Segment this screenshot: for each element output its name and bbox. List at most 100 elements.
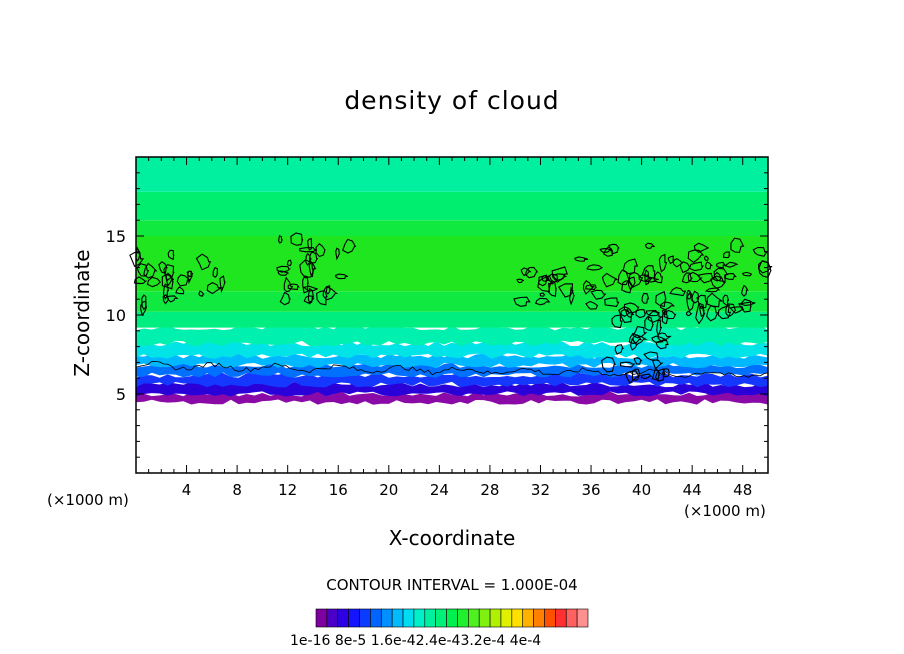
cloud-contour [725, 303, 737, 318]
cloud-contour [655, 290, 667, 308]
cloud-contour [640, 373, 653, 380]
colorbar-swatch [500, 608, 513, 628]
colorbar-swatch [511, 608, 524, 628]
cloud-contour [729, 306, 745, 314]
cloud-contour [724, 273, 737, 280]
y-tick-label: 15 [106, 227, 126, 246]
cloud-contour [643, 351, 659, 361]
x-tick-label: 48 [733, 481, 752, 499]
x-tick-label: 28 [480, 481, 499, 499]
colorbar [315, 608, 589, 628]
cloud-contour [703, 255, 709, 262]
cloud-contour [600, 356, 617, 373]
cloud-contour [647, 310, 664, 324]
x-tick-label: 32 [531, 481, 550, 499]
cloud-contour [691, 290, 700, 304]
cloud-contour [723, 261, 738, 268]
cloud-contour [654, 368, 666, 382]
cloud-contour [695, 302, 706, 325]
cloud-contour [641, 292, 650, 304]
cloud-contour [624, 370, 640, 384]
x-tick-label: 24 [430, 481, 449, 499]
cloud-contour [618, 305, 635, 323]
cloud-contour [631, 368, 641, 381]
cloud-contour [621, 280, 633, 294]
cloud-contour [176, 274, 191, 287]
cloud-contour [162, 283, 170, 300]
colorbar-swatch [576, 608, 589, 628]
cloud-contour [667, 255, 677, 265]
colorbar-swatch [326, 608, 339, 628]
contour-fill-layer [136, 157, 768, 473]
colorbar-swatch [457, 608, 469, 628]
cloud-contour [276, 265, 292, 273]
cloud-contour [212, 267, 219, 278]
colorbar-swatch [348, 608, 360, 628]
x-axis-label: X-coordinate [388, 526, 516, 550]
cloud-contour [175, 286, 185, 295]
cloud-contour [716, 261, 726, 269]
cloud-contour [713, 267, 729, 283]
cloud-contour [614, 344, 624, 355]
cloud-contour [706, 292, 724, 308]
colorbar-swatch [435, 608, 447, 628]
cloud-contour [290, 232, 304, 246]
cloud-contour [308, 261, 317, 278]
chart-title: density of cloud [344, 86, 560, 115]
cloud-contour [688, 261, 704, 272]
no-data-region [136, 404, 768, 473]
cloud-contour [140, 300, 148, 317]
cloud-contour [303, 295, 315, 304]
colorbar-swatch [522, 608, 534, 628]
colorbar-swatch [533, 608, 545, 628]
cloud-contour [198, 290, 205, 297]
cloud-contour [623, 302, 640, 314]
cloud-contour [730, 237, 745, 253]
x-unit-label-right: (×1000 m) [684, 502, 766, 520]
cloud-contour [541, 275, 549, 282]
cloud-contour [286, 259, 293, 267]
cloud-contour [657, 332, 672, 342]
cloud-contour [573, 256, 589, 262]
cloud-contour [307, 287, 315, 305]
cloud-contour [167, 249, 175, 261]
cloud-contour [608, 243, 620, 255]
cloud-contour [516, 278, 525, 284]
contour-line-layer [129, 232, 773, 384]
cloud-contour [662, 368, 670, 378]
x-tick-label: 44 [683, 481, 702, 499]
cloud-contour [143, 262, 158, 279]
cloud-contour [651, 335, 666, 344]
colorbar-swatch [478, 608, 491, 628]
colorbar-swatch [565, 608, 578, 628]
cloud-contour [627, 276, 636, 291]
x-tick-label: 8 [232, 481, 242, 499]
cloud-contour [163, 263, 175, 282]
cloud-contour [307, 237, 313, 251]
cloud-contour [706, 305, 719, 322]
contour-band [136, 220, 768, 236]
cloud-contour [195, 253, 212, 271]
cloud-contour [661, 310, 669, 324]
cloud-contour [585, 300, 599, 310]
cloud-contour [656, 319, 663, 338]
cloud-contour [652, 359, 664, 370]
cloud-contour [722, 251, 731, 259]
cloud-contour [704, 261, 714, 270]
y-axis-label: Z-coordinate [70, 249, 94, 377]
cloud-contour [687, 249, 705, 263]
contour-band [136, 311, 768, 328]
cloud-contour [696, 294, 708, 309]
cloud-contour [133, 276, 148, 285]
colorbar-swatch [489, 608, 502, 628]
cloud-contour [334, 273, 348, 280]
cloud-contour [325, 285, 331, 295]
x-unit-label-left: (×1000 m) [47, 491, 129, 509]
cloud-contour [686, 289, 693, 300]
cloud-contour [316, 289, 328, 306]
cloud-contour [206, 281, 223, 295]
cloud-contour [740, 284, 749, 297]
cloud-contour [741, 271, 752, 277]
